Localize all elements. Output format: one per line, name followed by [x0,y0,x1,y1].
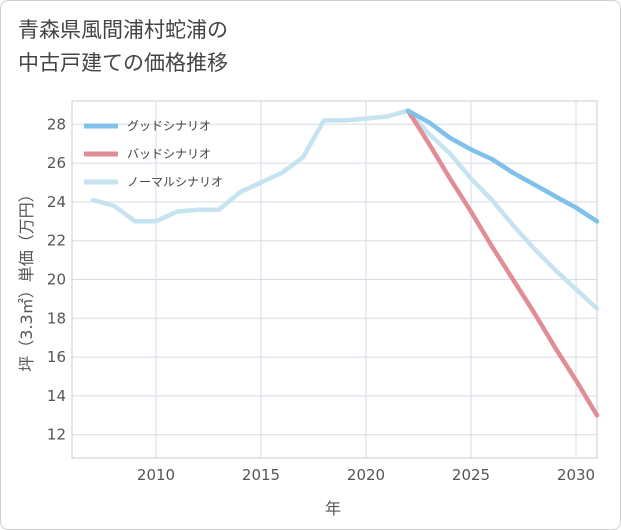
x-axis-title: 年 [325,499,341,518]
x-tick-label: 2010 [137,466,175,484]
y-tick-label: 20 [47,271,66,289]
x-tick-label: 2030 [557,466,595,484]
y-tick-label: 26 [47,154,66,172]
y-tick-label: 18 [47,309,66,327]
y-tick-label: 24 [47,193,66,211]
y-axis-title: 坪（3.3㎡）単価（万円） [17,186,36,371]
series-lines [90,108,600,418]
x-tick-label: 2020 [347,466,385,484]
series-line-3 [90,108,600,311]
grid-lines [72,101,597,458]
y-tick-label: 14 [47,387,66,405]
x-tick-label: 2015 [242,466,280,484]
x-axis-ticks: 2010 2015 2020 2025 2030 [137,466,595,484]
series-line-1 [405,108,600,224]
y-tick-label: 22 [47,232,66,250]
y-tick-label: 12 [47,426,66,444]
y-tick-label: 28 [47,115,66,133]
legend-label-2: バッドシナリオ [127,147,211,161]
series-line-2 [405,108,600,418]
legend-label-3: ノーマルシナリオ [127,175,223,189]
chart-title-line-1: 青森県風間浦村蛇浦の [18,18,228,42]
chart-title-line-2: 中古戸建ての価格推移 [18,51,228,75]
x-tick-label: 2025 [452,466,490,484]
y-axis-ticks: 12 14 16 18 20 22 24 26 28 [47,115,66,443]
chart-title: 青森県風間浦村蛇浦の 中古戸建ての価格推移 [18,14,228,80]
y-tick-label: 16 [47,348,66,366]
legend-label-1: グッドシナリオ [127,119,211,133]
